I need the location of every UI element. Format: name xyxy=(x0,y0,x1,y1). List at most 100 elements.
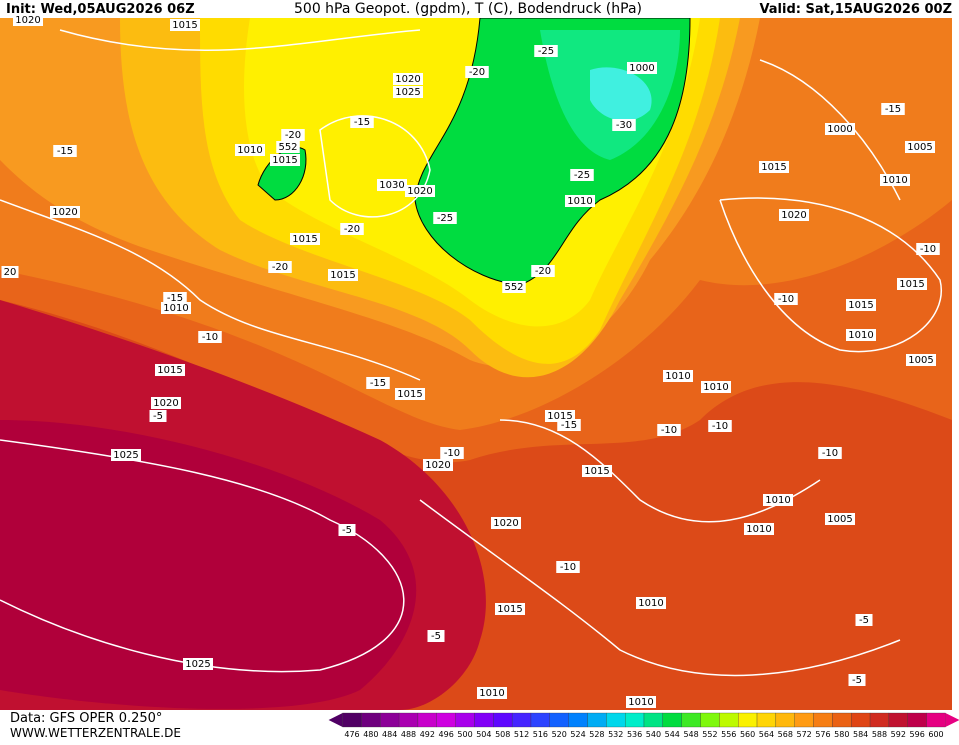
isobar-label: -20 xyxy=(285,130,301,141)
scale-label: 488 xyxy=(401,730,416,739)
isobar-label: -15 xyxy=(561,420,577,431)
isobar-label: -10 xyxy=(712,421,728,432)
isobar-label-box xyxy=(440,447,464,459)
isobar-label-box xyxy=(818,447,842,459)
isobar-label-box xyxy=(340,223,364,235)
scale-label: 524 xyxy=(570,730,585,739)
isobar-label: 1000 xyxy=(827,124,852,135)
isobar-label-box xyxy=(151,397,181,409)
isobar-label-box xyxy=(433,212,457,224)
isobar-label: 1020 xyxy=(493,518,518,529)
isobar-label: 1010 xyxy=(567,196,592,207)
data-source: Data: GFS OPER 0.250° xyxy=(10,711,162,726)
isobar-label: 1015 xyxy=(584,466,609,477)
isobar-label: -20 xyxy=(535,266,551,277)
isobar-label: 1005 xyxy=(827,514,852,525)
isobar-label: 1015 xyxy=(899,279,924,290)
isobar-label: -10 xyxy=(822,448,838,459)
isobar-label: -10 xyxy=(661,425,677,436)
isobar-label-box xyxy=(161,302,191,314)
isobar-label: 1010 xyxy=(237,145,262,156)
isobar-label-box xyxy=(657,424,681,436)
isobar-label: -10 xyxy=(202,332,218,343)
isobar-label-box xyxy=(846,299,876,311)
scale-box xyxy=(756,712,777,728)
scale-label: 544 xyxy=(665,730,680,739)
scale-box xyxy=(888,712,908,728)
isobar-label: 1020 xyxy=(395,74,420,85)
scale-label: 504 xyxy=(476,730,491,739)
scale-label: 576 xyxy=(815,730,830,739)
isobar-label-box xyxy=(916,243,940,255)
isobar-label: 1010 xyxy=(848,330,873,341)
isobar-label: -5 xyxy=(852,675,862,686)
isobar-label: 1015 xyxy=(397,389,422,400)
scale-label: 572 xyxy=(796,730,811,739)
isobar-label: 552 xyxy=(278,142,297,153)
isobar-label: 1010 xyxy=(479,688,504,699)
isobar-label: 1015 xyxy=(157,365,182,376)
isobar-label-box xyxy=(626,696,656,708)
scale-label: 536 xyxy=(627,730,642,739)
isobar-label-box xyxy=(155,364,185,376)
isobar-label: 1015 xyxy=(272,155,297,166)
isobar-label: 1010 xyxy=(746,524,771,535)
isobar-label-box xyxy=(582,465,612,477)
isobar-label-box xyxy=(405,185,435,197)
isobar-label-box xyxy=(570,169,594,181)
isobar-label: 1025 xyxy=(185,659,210,670)
isobar-label: 1020 xyxy=(407,186,432,197)
scale-label: 584 xyxy=(853,730,868,739)
scale-box xyxy=(869,712,890,728)
isobar-label-box xyxy=(366,377,390,389)
scale-box xyxy=(681,712,701,728)
isobar-label-box xyxy=(880,174,910,186)
scale-label: 540 xyxy=(646,730,661,739)
isobar-label-box xyxy=(235,144,265,156)
isobar-label-box xyxy=(290,233,320,245)
valid-time: Valid: Sat,15AUG2026 00Z xyxy=(759,2,952,17)
scale-box xyxy=(493,712,513,728)
isobar-label-box xyxy=(502,281,526,293)
isobar-label-box xyxy=(270,154,300,166)
isobar-label: 1020 xyxy=(153,398,178,409)
isobar-label-box xyxy=(565,195,595,207)
isobar-label: -5 xyxy=(153,411,163,422)
isobar-label-box xyxy=(855,614,873,626)
isobar-label-box xyxy=(1,266,19,278)
isobar-label: -15 xyxy=(167,293,183,304)
isobar-label: 1010 xyxy=(163,303,188,314)
scale-label: 580 xyxy=(834,730,849,739)
isobar-label-box xyxy=(350,116,374,128)
isobar-label-box xyxy=(13,14,43,26)
isobar-label-box xyxy=(465,66,489,78)
scale-box xyxy=(719,712,739,728)
isobar-label: 1015 xyxy=(848,300,873,311)
map-title: 500 hPa Geopot. (gpdm), T (C), Bodendruc… xyxy=(294,1,642,17)
scale-label: 568 xyxy=(778,730,793,739)
isobar-label-box xyxy=(612,119,636,131)
isobar-label-box xyxy=(636,597,666,609)
scale-label: 520 xyxy=(552,730,567,739)
isobar-label-box xyxy=(170,19,200,31)
scale-box xyxy=(549,712,569,728)
isobar-label: 1000 xyxy=(629,63,654,74)
isobar-label-box xyxy=(846,329,876,341)
isobar-label: -15 xyxy=(885,104,901,115)
isobar-label-box xyxy=(744,523,774,535)
isobar-label: -20 xyxy=(344,224,360,235)
isobar-label-box xyxy=(774,293,798,305)
isobar-label-box xyxy=(338,524,356,536)
isobar-label-box xyxy=(50,206,80,218)
isobar-label: 1020 xyxy=(15,15,40,26)
scale-label: 484 xyxy=(382,730,397,739)
isobar-label-box xyxy=(53,145,77,157)
scale-label: 516 xyxy=(533,730,548,739)
scale-box xyxy=(436,712,456,728)
isobar-label-box xyxy=(534,45,558,57)
color-scale: 476 480 484 488 492 496 500 504 508 512 516 520 524 5… xyxy=(328,712,959,739)
scale-box xyxy=(700,712,720,728)
scale-label: 508 xyxy=(495,730,510,739)
isobar-label-box xyxy=(495,603,525,615)
